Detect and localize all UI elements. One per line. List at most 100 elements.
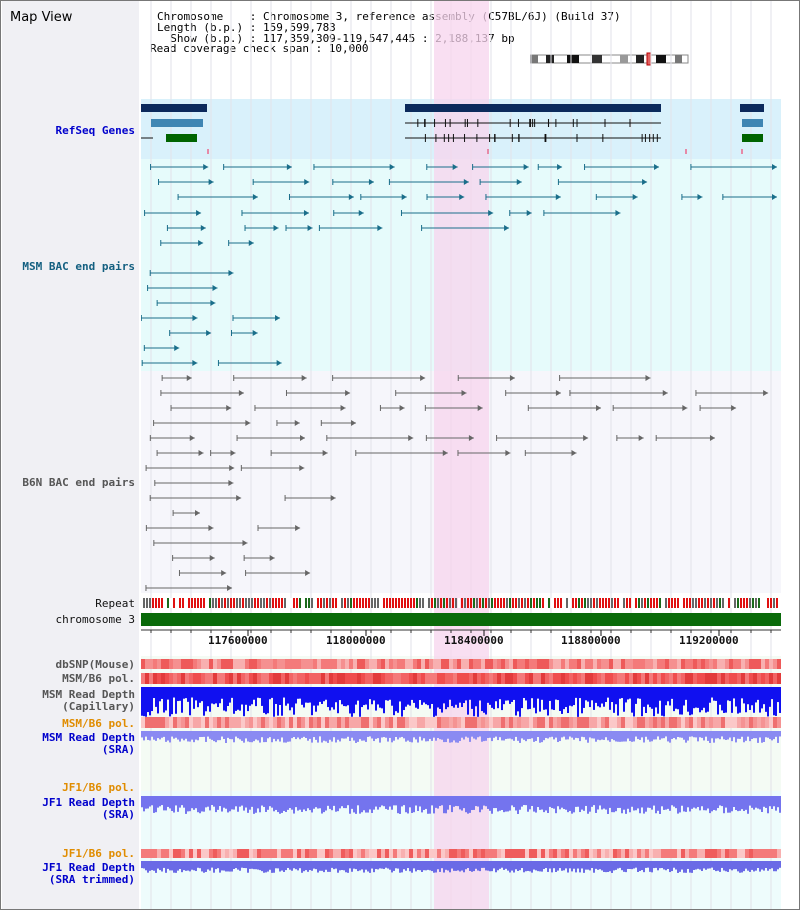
- depth-bar: [259, 796, 261, 813]
- depth-bar: [591, 731, 593, 739]
- snp-cell: [701, 673, 705, 684]
- repeat-block: [281, 598, 283, 608]
- depth-bar: [307, 731, 309, 741]
- dbsnp-label[interactable]: dbSNP(Mouse): [55, 658, 135, 671]
- depth-bar: [487, 687, 489, 703]
- jf1-b6-pol-label[interactable]: JF1/B6 pol.: [62, 781, 135, 794]
- depth-bar: [235, 687, 237, 711]
- depth-bar: [225, 687, 227, 712]
- depth-bar: [317, 861, 319, 873]
- repeat-block: [683, 598, 685, 608]
- depth-bar: [383, 796, 385, 807]
- depth-bar: [233, 731, 235, 743]
- depth-bar: [167, 687, 169, 700]
- jf1-read-depth-trimmed-label[interactable]: JF1 Read Depth (SRA trimmed): [42, 862, 135, 886]
- depth-bar: [329, 796, 331, 809]
- b6n-bac-pairs[interactable]: [145, 375, 769, 591]
- snp-cell: [465, 717, 469, 728]
- msm-pair-arrow: [452, 164, 458, 170]
- snp-cell: [309, 659, 313, 669]
- snp-cell: [213, 849, 217, 858]
- depth-bar: [251, 861, 253, 869]
- msm-bac-end-pairs-label[interactable]: MSM BAC end pairs: [22, 260, 135, 273]
- b6n-pair-arrow: [221, 570, 227, 576]
- depth-bar: [733, 731, 735, 738]
- repeat-track: [143, 598, 778, 608]
- repeat-block: [473, 598, 475, 608]
- depth-bar: [325, 861, 327, 870]
- msm-bac-pairs[interactable]: [141, 164, 777, 366]
- depth-bar: [179, 687, 181, 701]
- depth-bar: [201, 731, 203, 737]
- depth-bar: [219, 861, 221, 873]
- b6n-pair-arrow: [294, 420, 300, 426]
- depth-bar: [571, 796, 573, 814]
- depth-bar: [383, 861, 385, 870]
- msm-read-depth-capillary-label[interactable]: MSM Read Depth (Capillary): [42, 689, 135, 713]
- depth-bar: [629, 796, 631, 813]
- depth-bar: [293, 687, 295, 715]
- depth-bar: [339, 861, 341, 871]
- depth-bar: [479, 731, 481, 737]
- depth-bar: [171, 796, 173, 812]
- depth-bar: [505, 861, 507, 869]
- depth-bar: [271, 687, 273, 698]
- refseq-gene-features[interactable]: [141, 104, 764, 154]
- depth-bar: [719, 687, 721, 705]
- gene-exon-block: [742, 134, 763, 142]
- depth-bar: [355, 861, 357, 870]
- msm-read-depth-sra-label[interactable]: MSM Read Depth (SRA): [42, 732, 135, 756]
- depth-bar: [651, 731, 653, 742]
- depth-bar: [501, 796, 503, 811]
- depth-bar: [563, 687, 565, 710]
- snp-cell: [209, 673, 213, 684]
- refseq-genes-label[interactable]: RefSeq Genes: [55, 124, 135, 137]
- msm-b6-pol-2-label[interactable]: MSM/B6 pol.: [62, 717, 135, 730]
- jf1-b6-pol-2-label[interactable]: JF1/B6 pol.: [62, 847, 135, 860]
- msm-pair-arrow: [200, 225, 206, 231]
- genome-track-canvas[interactable]: 117600000 118000000 118400000 118800000 1192…: [141, 1, 783, 909]
- depth-bar: [153, 796, 155, 813]
- depth-bar: [475, 796, 477, 807]
- snp-cell: [769, 717, 773, 728]
- snp-cell: [461, 849, 465, 858]
- depth-bar: [541, 731, 543, 743]
- snp-cell: [301, 673, 305, 684]
- depth-bar: [729, 796, 731, 813]
- repeat-block: [401, 598, 403, 608]
- snp-cell: [493, 659, 497, 669]
- depth-bar: [725, 796, 727, 808]
- msm-b6-pol-label[interactable]: MSM/B6 pol.: [62, 672, 135, 685]
- repeat-block: [776, 598, 778, 608]
- repeat-block: [251, 598, 253, 608]
- depth-bar: [497, 731, 499, 741]
- repeat-block: [311, 598, 313, 608]
- depth-bar: [287, 796, 289, 810]
- snp-cell: [217, 659, 221, 669]
- depth-bar: [267, 861, 269, 872]
- repeat-block: [542, 598, 544, 608]
- chromosome-ideogram[interactable]: [530, 52, 692, 66]
- depth-bar: [719, 861, 721, 872]
- snp-cell: [361, 659, 365, 669]
- snp-cell: [329, 659, 333, 669]
- repeat-block: [650, 598, 652, 608]
- depth-bar: [601, 731, 603, 740]
- depth-bar: [475, 687, 477, 707]
- snp-cell: [589, 717, 593, 728]
- depth-bar: [245, 796, 247, 808]
- depth-bar: [735, 796, 737, 811]
- depth-bar: [201, 861, 203, 872]
- b6n-bac-end-pairs-label[interactable]: B6N BAC end pairs: [22, 476, 135, 489]
- depth-bar: [525, 796, 527, 806]
- repeat-block: [689, 598, 691, 608]
- snp-cell: [757, 659, 761, 669]
- depth-bar: [205, 796, 207, 808]
- jf1-read-depth-sra-label[interactable]: JF1 Read Depth (SRA): [42, 797, 135, 821]
- snp-cell: [769, 849, 773, 858]
- depth-bar: [615, 796, 617, 812]
- depth-bar: [277, 796, 279, 813]
- depth-bar: [197, 861, 199, 868]
- depth-bar: [613, 731, 615, 741]
- snp-cell: [581, 659, 585, 669]
